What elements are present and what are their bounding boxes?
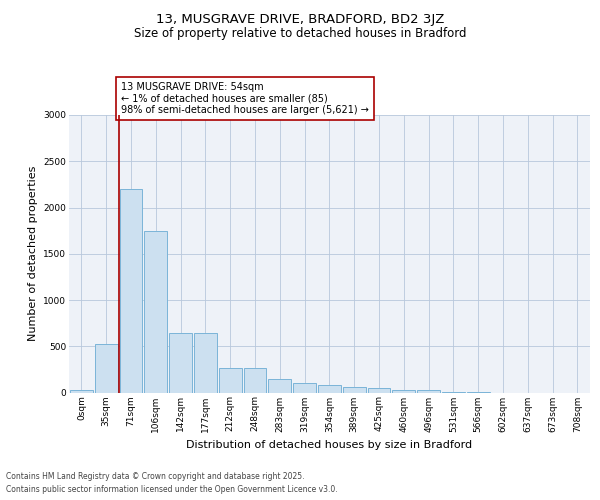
Bar bbox=[194, 334, 217, 392]
Bar bbox=[392, 390, 415, 392]
Bar bbox=[318, 385, 341, 392]
Bar bbox=[169, 334, 192, 392]
Bar bbox=[145, 230, 167, 392]
Bar bbox=[219, 368, 242, 392]
Text: Contains public sector information licensed under the Open Government Licence v3: Contains public sector information licen… bbox=[6, 485, 338, 494]
Bar bbox=[268, 379, 291, 392]
Bar bbox=[95, 344, 118, 393]
Text: Contains HM Land Registry data © Crown copyright and database right 2025.: Contains HM Land Registry data © Crown c… bbox=[6, 472, 305, 481]
Text: Size of property relative to detached houses in Bradford: Size of property relative to detached ho… bbox=[134, 28, 466, 40]
Text: 13, MUSGRAVE DRIVE, BRADFORD, BD2 3JZ: 13, MUSGRAVE DRIVE, BRADFORD, BD2 3JZ bbox=[156, 12, 444, 26]
Bar bbox=[70, 390, 93, 392]
Bar bbox=[417, 390, 440, 392]
X-axis label: Distribution of detached houses by size in Bradford: Distribution of detached houses by size … bbox=[187, 440, 472, 450]
Text: 13 MUSGRAVE DRIVE: 54sqm
← 1% of detached houses are smaller (85)
98% of semi-de: 13 MUSGRAVE DRIVE: 54sqm ← 1% of detache… bbox=[121, 82, 369, 115]
Bar bbox=[368, 388, 391, 392]
Y-axis label: Number of detached properties: Number of detached properties bbox=[28, 166, 38, 342]
Bar bbox=[293, 384, 316, 392]
Bar bbox=[119, 189, 142, 392]
Bar bbox=[244, 368, 266, 392]
Bar bbox=[343, 387, 365, 392]
